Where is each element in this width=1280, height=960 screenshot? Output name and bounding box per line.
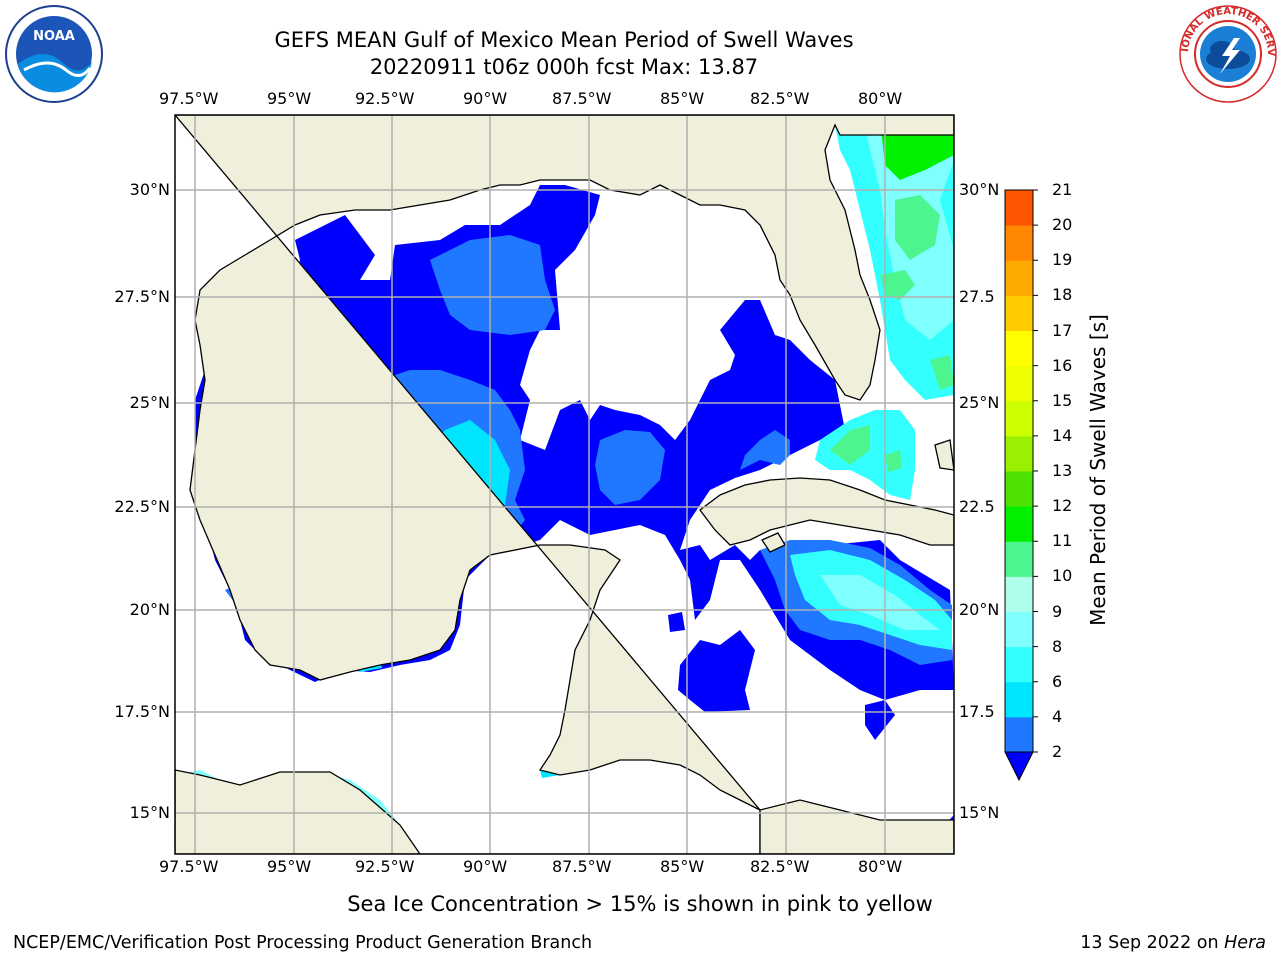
- lon-label-bottom: 92.5°W: [355, 857, 415, 876]
- colorbar-tick-label: 11: [1052, 531, 1073, 551]
- colorbar-tick-label: 16: [1052, 355, 1073, 375]
- lat-label-left: 22.5°N: [114, 497, 170, 516]
- footer-date-text: 13 Sep 2022 on: [1080, 933, 1225, 953]
- colorbar-tick-label: 18: [1052, 285, 1073, 305]
- colorbar-segment: [1005, 225, 1033, 261]
- colorbar-tick-label: 14: [1052, 425, 1073, 445]
- colorbar-under-arrow: [1004, 751, 1034, 782]
- lon-label-top: 82.5°W: [750, 89, 810, 108]
- lat-label-left: 30°N: [129, 180, 170, 199]
- colorbar-tick-label: 12: [1052, 496, 1073, 516]
- lon-label-top: 87.5°W: [552, 89, 612, 108]
- colorbar-segment: [1005, 190, 1033, 226]
- colorbar-segment: [1005, 435, 1033, 472]
- colorbar-tick-label: 2: [1052, 742, 1063, 761]
- lat-label-right: 22.5: [959, 497, 995, 516]
- lon-label-bottom: 80°W: [858, 857, 903, 876]
- lat-label-right: 17.5: [959, 702, 995, 721]
- chart-subtitle: 20220911 t06z 000h fcst Max: 13.87: [369, 55, 759, 79]
- lon-label-top: 92.5°W: [355, 89, 415, 108]
- colorbar: [1004, 189, 1038, 782]
- nws-logo: NATIONAL WEATHER SERVICE: [1178, 4, 1277, 103]
- lat-label-right: 30°N: [959, 180, 1000, 199]
- colorbar-tick-label: 15: [1052, 390, 1073, 410]
- colorbar-tick-label: 21: [1052, 180, 1073, 199]
- footer-host: Hera: [1224, 933, 1266, 953]
- colorbar-label: Mean Period of Swell Waves [s]: [1086, 314, 1110, 626]
- colorbar-tick-label: 13: [1052, 461, 1073, 480]
- colorbar-tick-label: 9: [1052, 601, 1063, 621]
- colorbar-tick-label: 19: [1052, 250, 1073, 270]
- colorbar-tick-label: 10: [1052, 566, 1073, 586]
- map-gridlines: [175, 115, 954, 854]
- lat-label-right: 25°N: [959, 393, 1000, 412]
- lon-label-bottom: 85°W: [660, 857, 705, 876]
- colorbar-tick-label: 17: [1052, 320, 1073, 340]
- lat-label-right: 27.5: [959, 287, 995, 306]
- colorbar-segment: [1005, 365, 1033, 402]
- lon-label-bottom: 90°W: [463, 857, 508, 876]
- footer-credit: NCEP/EMC/Verification Post Processing Pr…: [13, 933, 593, 953]
- lat-label-right: 20°N: [959, 600, 1000, 619]
- colorbar-segment: [1005, 330, 1033, 367]
- colorbar-segment: [1005, 541, 1033, 577]
- lon-label-top: 90°W: [463, 89, 508, 108]
- lat-label-left: 25°N: [129, 393, 170, 412]
- land-masses: [175, 115, 954, 854]
- colorbar-segment: [1005, 400, 1033, 437]
- lon-label-top: 95°W: [267, 89, 312, 108]
- sea-ice-note: Sea Ice Concentration > 15% is shown in …: [347, 892, 933, 916]
- lon-label-bottom: 97.5°W: [159, 857, 219, 876]
- map-frame: [174, 114, 955, 855]
- lat-label-left: 17.5°N: [114, 702, 170, 721]
- noaa-logo-text: NOAA: [33, 29, 75, 44]
- colorbar-segment: [1005, 295, 1033, 331]
- lon-label-top: 85°W: [660, 89, 705, 108]
- colorbar-segment: [1005, 716, 1033, 753]
- lat-label-left: 15°N: [129, 803, 170, 822]
- colorbar-segment: [1005, 506, 1033, 542]
- noaa-logo: NOAA: [5, 5, 103, 103]
- colorbar-tick-label: 20: [1052, 215, 1073, 235]
- colorbar-segment: [1005, 576, 1033, 612]
- colorbar-tick-label: 6: [1052, 671, 1063, 691]
- colorbar-segment: [1005, 260, 1033, 296]
- lon-label-bottom: 87.5°W: [552, 857, 612, 876]
- colorbar-segment: [1005, 646, 1033, 683]
- lon-label-bottom: 95°W: [267, 857, 312, 876]
- colorbar-tick-label: 8: [1052, 636, 1063, 656]
- lat-label-left: 27.5°N: [114, 287, 170, 306]
- lon-label-top: 80°W: [858, 89, 903, 108]
- lon-label-bottom: 82.5°W: [750, 857, 810, 876]
- colorbar-segment: [1005, 681, 1033, 718]
- colorbar-segment: [1005, 611, 1033, 648]
- chart-title: GEFS MEAN Gulf of Mexico Mean Period of …: [274, 28, 854, 52]
- footer-date: 13 Sep 2022 on Hera: [1080, 933, 1266, 953]
- lat-label-right: 15°N: [959, 803, 1000, 822]
- colorbar-segment: [1005, 471, 1033, 507]
- lon-label-top: 97.5°W: [159, 89, 219, 108]
- lat-label-left: 20°N: [129, 600, 170, 619]
- colorbar-tick-label: 4: [1052, 706, 1063, 726]
